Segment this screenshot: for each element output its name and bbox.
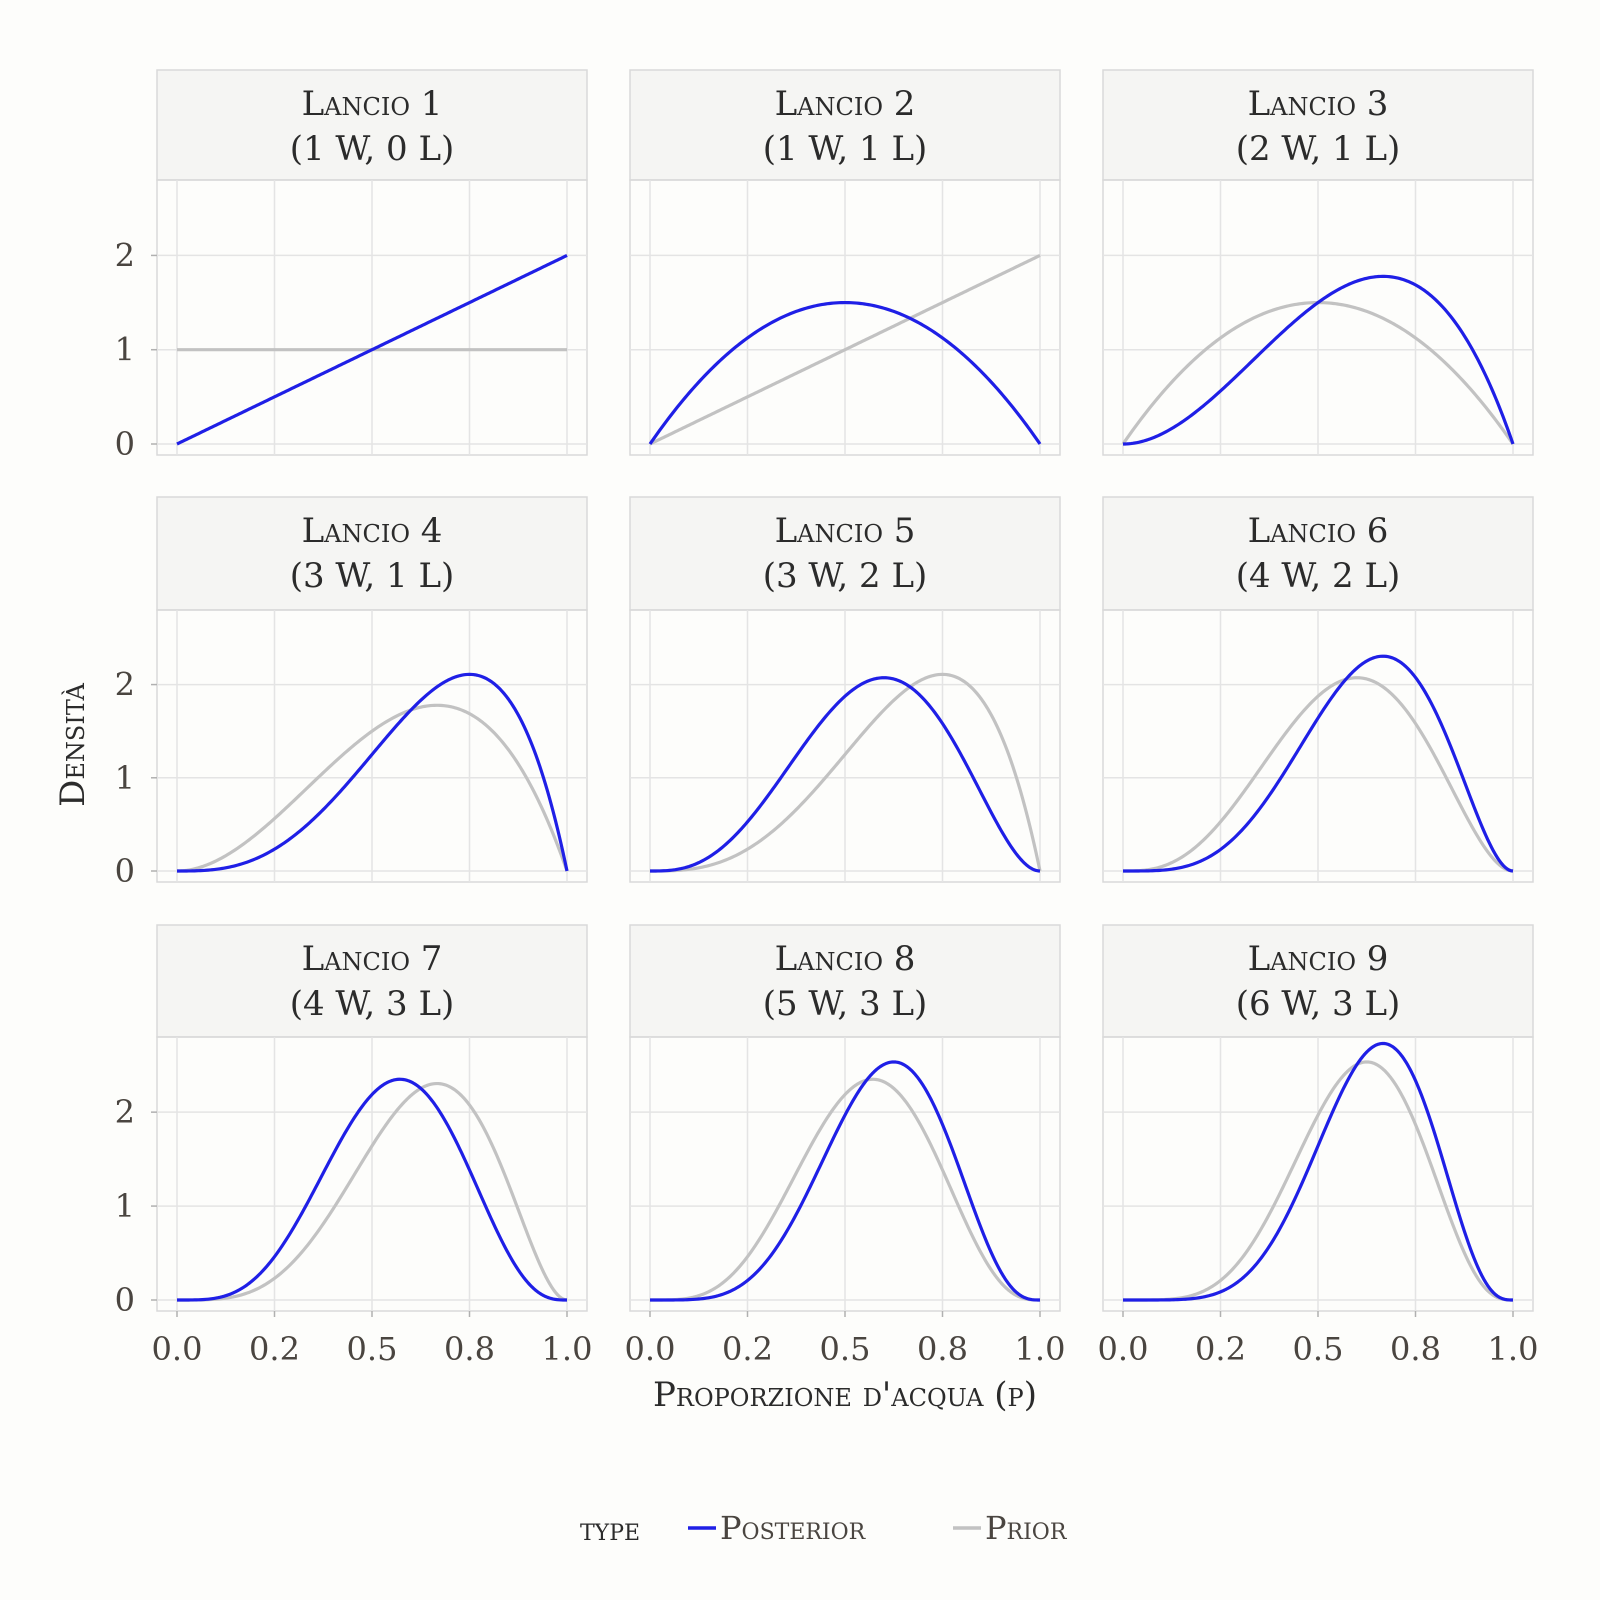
facet-strip [156, 69, 588, 181]
x-tick-label: 0.5 [1293, 1330, 1344, 1368]
posterior-curve [1123, 1041, 1514, 1302]
x-tick-label: 1.0 [1015, 1330, 1066, 1368]
facet-title: Lancio 3 [1248, 84, 1389, 124]
facet-title: Lancio 2 [775, 84, 916, 124]
facet-strip [156, 496, 588, 611]
facet-subtitle: (1 W, 0 L) [290, 129, 455, 169]
x-tick-label: 0.8 [917, 1330, 968, 1368]
x-tick-label: 0.2 [722, 1330, 773, 1368]
facet-title: Lancio 5 [775, 511, 916, 551]
y-tick-label: 0 [115, 1281, 135, 1319]
facet-title: Lancio 7 [302, 939, 443, 979]
facet-strip [629, 924, 1061, 1038]
legend-label: Prior [985, 1509, 1068, 1547]
facet-subtitle: (3 W, 2 L) [763, 556, 928, 596]
legend: type Posterior Prior [580, 1509, 1068, 1548]
y-axis-title: Densità [53, 682, 93, 806]
x-axis-title: Proporzione d'acqua (p) [653, 1375, 1037, 1415]
facet-strip [1102, 496, 1534, 611]
facet-title: Lancio 1 [302, 84, 443, 124]
prior-curve [650, 1077, 1040, 1302]
prior-curve [176, 703, 569, 873]
facet-panel-8: Lancio 8 (5 W, 3 L) 0.0 0.2 0.5 0.8 1.0 [625, 924, 1066, 1368]
facet-subtitle: (6 W, 3 L) [1236, 984, 1401, 1024]
x-tick-label: 0.0 [625, 1330, 676, 1368]
y-tick-label: 2 [115, 236, 135, 274]
posterior-curve [648, 300, 1042, 445]
posterior-curve [176, 253, 568, 446]
prior-curve [650, 672, 1042, 873]
axes: Proporzione d'acqua (p) Densità [53, 682, 1037, 1415]
x-tick-label: 1.0 [1488, 1330, 1539, 1368]
posterior-curve [650, 676, 1041, 873]
facet-title: Lancio 6 [1248, 511, 1389, 551]
x-tick-label: 1.0 [542, 1330, 593, 1368]
legend-title: type [580, 1510, 640, 1548]
facet-panel-9: Lancio 9 (6 W, 3 L) 0.0 0.2 0.5 0.8 1.0 [1098, 924, 1539, 1368]
facet-title: Lancio 4 [302, 511, 443, 551]
posterior-curve [1123, 654, 1514, 873]
facet-panel-6: Lancio 6 (4 W, 2 L) [1102, 496, 1534, 883]
facet-panel-5: Lancio 5 (3 W, 2 L) [629, 496, 1061, 883]
y-tick-label: 1 [115, 1187, 135, 1225]
y-tick-label: 2 [115, 1093, 135, 1131]
posterior-curve [177, 672, 569, 873]
facet-panel-7: Lancio 7 (4 W, 3 L) 0 1 2 0.0 0.2 0.5 0.8 1.0 [115, 924, 593, 1368]
facet-panel-4: Lancio 4 (3 W, 1 L) 0 1 2 [115, 496, 588, 890]
legend-label: Posterior [720, 1509, 867, 1547]
facet-strip [629, 496, 1061, 611]
facet-strip [1102, 69, 1534, 181]
x-tick-label: 0.5 [347, 1330, 398, 1368]
x-tick-label: 0.2 [1195, 1330, 1246, 1368]
legend-entry-posterior: Posterior [688, 1509, 867, 1547]
prior-curve [1123, 1060, 1514, 1302]
y-tick-label: 0 [115, 425, 135, 463]
facet-subtitle: (4 W, 2 L) [1236, 556, 1401, 596]
facet-panel-2: Lancio 2 (1 W, 1 L) [629, 69, 1061, 456]
y-tick-label: 0 [115, 852, 135, 890]
x-tick-label: 0.8 [444, 1330, 495, 1368]
facet-subtitle: (4 W, 3 L) [290, 984, 455, 1024]
x-tick-label: 0.0 [152, 1330, 203, 1368]
facet-title: Lancio 9 [1248, 939, 1389, 979]
facet-subtitle: (1 W, 1 L) [763, 129, 928, 169]
legend-entry-prior: Prior [953, 1509, 1068, 1547]
facet-panel-1: Lancio 1 (1 W, 0 L) 0 1 2 [115, 69, 588, 463]
x-tick-label: 0.8 [1390, 1330, 1441, 1368]
x-tick-label: 0.0 [1098, 1330, 1149, 1368]
x-tick-label: 0.2 [249, 1330, 300, 1368]
prior-curve [177, 1081, 568, 1302]
prior-curve [1123, 676, 1514, 873]
facet-panel-3: Lancio 3 (2 W, 1 L) [1102, 69, 1534, 456]
y-tick-label: 1 [115, 331, 135, 369]
y-tick-label: 1 [115, 759, 135, 797]
prior-curve [649, 253, 1041, 446]
facet-subtitle: (2 W, 1 L) [1236, 129, 1401, 169]
facet-strip [156, 924, 588, 1038]
posterior-curve [1122, 274, 1515, 446]
posterior-curve [177, 1077, 567, 1302]
posterior-curve [650, 1060, 1041, 1302]
x-tick-label: 0.5 [820, 1330, 871, 1368]
facet-subtitle: (5 W, 3 L) [763, 984, 928, 1024]
y-tick-label: 2 [115, 666, 135, 704]
facet-title: Lancio 8 [775, 939, 916, 979]
facet-subtitle: (3 W, 1 L) [290, 556, 455, 596]
